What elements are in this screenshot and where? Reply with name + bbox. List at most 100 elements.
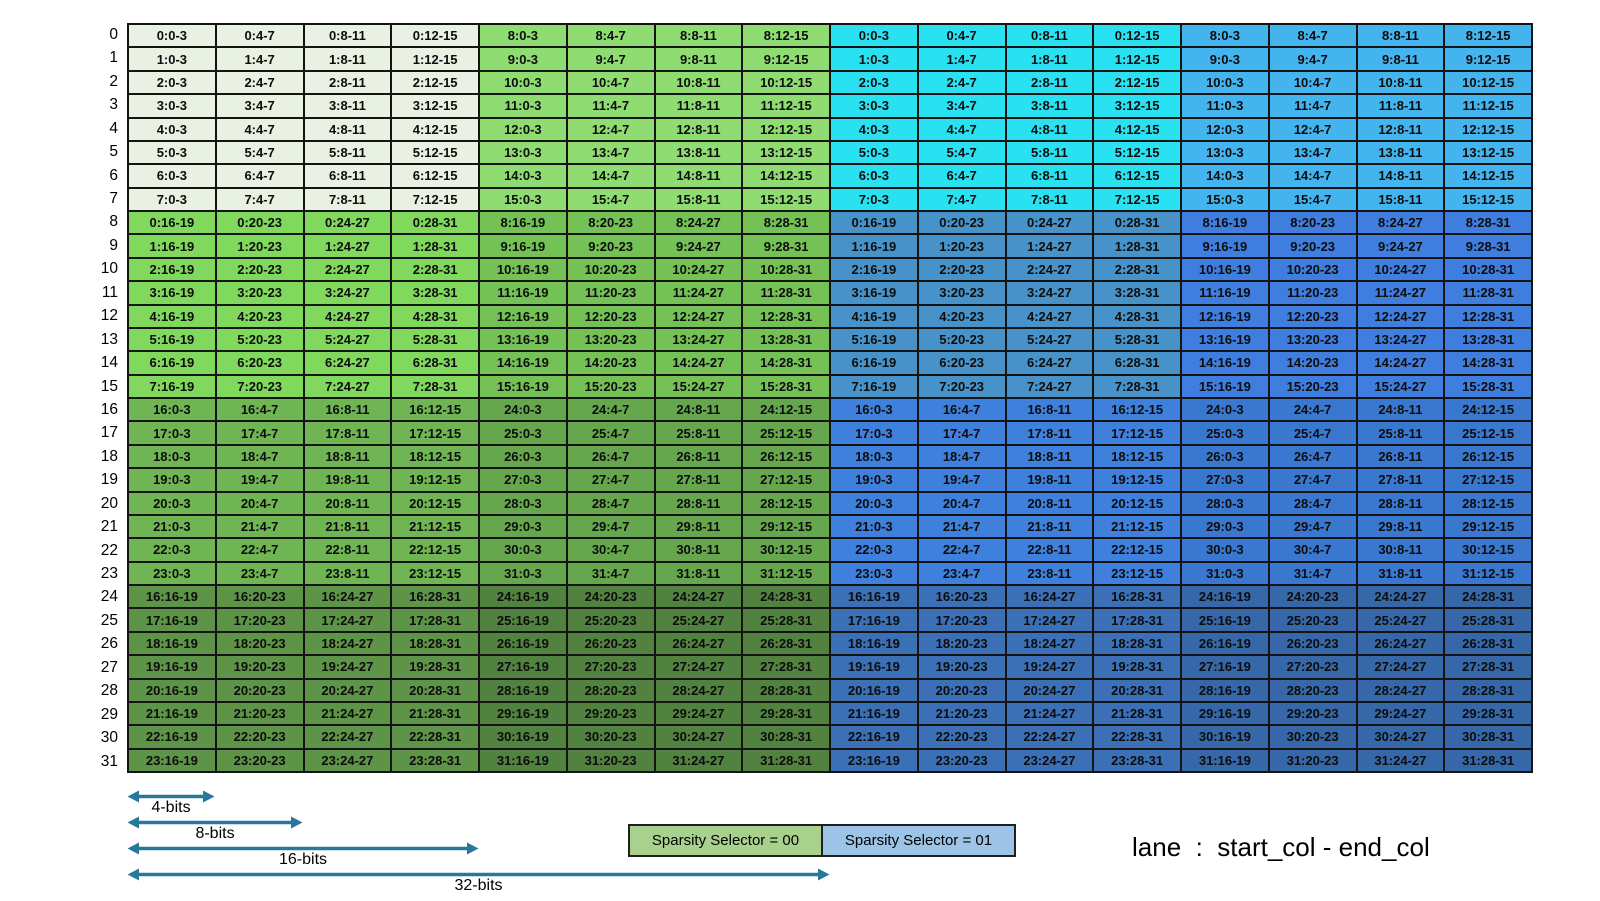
grid-cell: 9:20-23	[567, 235, 654, 257]
grid-cell: 1:0-3	[831, 48, 917, 70]
grid-cell: 25:24-27	[1357, 609, 1444, 631]
grid-cell: 16:4-7	[216, 399, 303, 421]
grid-cell: 8:16-19	[1182, 212, 1268, 234]
grid-cell: 20:24-27	[304, 679, 391, 701]
grid-cell: 20:12-15	[1094, 492, 1180, 514]
grid-cell: 15:8-11	[1357, 188, 1444, 210]
grid-cell: 26:16-19	[1182, 632, 1268, 655]
grid-cell: 10:20-23	[567, 258, 654, 281]
grid-cell: 15:4-7	[567, 188, 654, 210]
grid-cell: 8:24-27	[655, 212, 742, 234]
grid-cell: 25:20-23	[567, 609, 654, 631]
grid-cell: 26:20-23	[567, 632, 654, 655]
grid-cell: 11:16-19	[1182, 282, 1268, 304]
grid-cell: 27:8-11	[655, 469, 742, 491]
grid-cell: 17:0-3	[129, 422, 215, 444]
grid-cell: 9:0-3	[480, 48, 566, 70]
grid-cell: 14:28-31	[1445, 352, 1531, 374]
grid-cell: 4:0-3	[129, 118, 215, 140]
grid-cell: 28:20-23	[1269, 679, 1356, 701]
grid-cell: 14:20-23	[1269, 352, 1356, 374]
bit-width-arrow-8-bits: 8-bits	[127, 815, 303, 849]
grid-cell: 27:0-3	[480, 469, 566, 491]
grid-cell: 25:12-15	[743, 422, 829, 444]
grid-cell: 23:24-27	[304, 749, 391, 771]
grid-cell: 26:24-27	[655, 632, 742, 655]
grid-cell: 8:12-15	[1445, 25, 1531, 47]
grid-cell: 15:24-27	[655, 375, 742, 397]
grid-cell: 3:4-7	[216, 95, 303, 117]
grid-cell: 14:12-15	[743, 165, 829, 187]
grid-cell: 18:28-31	[1094, 632, 1180, 655]
grid-cell: 5:16-19	[831, 328, 917, 351]
grid-cell: 4:4-7	[216, 118, 303, 140]
grid-cell: 24:16-19	[1182, 586, 1268, 608]
grid-cell: 12:8-11	[655, 118, 742, 140]
grid-cell: 20:8-11	[1006, 492, 1093, 514]
grid-cell: 20:12-15	[392, 492, 478, 514]
grid-cell: 4:20-23	[918, 305, 1005, 327]
grid-cell: 27:8-11	[1357, 469, 1444, 491]
grid-cell: 28:24-27	[655, 679, 742, 701]
grid-cell: 7:12-15	[392, 188, 478, 210]
grid-cell: 27:12-15	[1445, 469, 1531, 491]
grid-cell: 24:0-3	[1182, 399, 1268, 421]
grid-cell: 6:12-15	[392, 165, 478, 187]
grid-cell: 21:8-11	[304, 515, 391, 538]
grid-cell: 1:28-31	[1094, 235, 1180, 257]
row-number: 29	[100, 705, 118, 723]
grid-cell: 12:0-3	[480, 118, 566, 140]
grid-cell: 4:28-31	[392, 305, 478, 327]
grid-cell: 27:28-31	[1445, 656, 1531, 678]
grid-cell: 14:16-19	[1182, 352, 1268, 374]
grid-cell: 18:0-3	[129, 445, 215, 468]
grid-cell: 6:12-15	[1094, 165, 1180, 187]
grid-cell: 31:4-7	[1269, 562, 1356, 584]
grid-cell: 4:16-19	[831, 305, 917, 327]
grid-cell: 16:12-15	[392, 399, 478, 421]
grid-cell: 16:16-19	[129, 586, 215, 608]
grid-cell: 5:28-31	[1094, 328, 1180, 351]
grid-cell: 22:28-31	[392, 726, 478, 748]
grid-cell: 6:4-7	[216, 165, 303, 187]
grid-cell: 12:4-7	[567, 118, 654, 140]
grid-cell: 23:4-7	[216, 562, 303, 584]
grid-cell: 23:28-31	[1094, 749, 1180, 771]
grid-cell: 5:28-31	[392, 328, 478, 351]
grid-cell: 20:0-3	[831, 492, 917, 514]
grid-cell: 10:12-15	[1445, 71, 1531, 94]
grid-cell: 12:16-19	[1182, 305, 1268, 327]
grid-cell: 4:12-15	[392, 118, 478, 140]
grid-cell: 24:4-7	[567, 399, 654, 421]
grid-cell: 13:4-7	[1269, 141, 1356, 164]
grid-cell: 12:4-7	[1269, 118, 1356, 140]
grid-cell: 6:24-27	[304, 352, 391, 374]
grid-cell: 18:4-7	[216, 445, 303, 468]
grid-cell: 4:16-19	[129, 305, 215, 327]
grid-cell: 13:16-19	[480, 328, 566, 351]
grid-cell: 24:12-15	[743, 399, 829, 421]
grid-cell: 29:24-27	[655, 702, 742, 725]
grid-cell: 30:20-23	[1269, 726, 1356, 748]
grid-cell: 31:16-19	[480, 749, 566, 771]
grid-cell: 5:0-3	[831, 141, 917, 164]
grid-cell: 28:24-27	[1357, 679, 1444, 701]
grid-cell: 17:28-31	[1094, 609, 1180, 631]
grid-cell: 10:4-7	[567, 71, 654, 94]
grid-cell: 8:4-7	[1269, 25, 1356, 47]
grid-cell: 21:24-27	[1006, 702, 1093, 725]
grid-cell: 4:0-3	[831, 118, 917, 140]
grid-cell: 1:0-3	[129, 48, 215, 70]
grid-cell: 25:0-3	[480, 422, 566, 444]
grid-cell: 25:8-11	[1357, 422, 1444, 444]
grid-cell: 11:16-19	[480, 282, 566, 304]
grid-cell: 31:28-31	[1445, 749, 1531, 771]
grid-cell: 13:8-11	[655, 141, 742, 164]
grid-cell: 30:12-15	[1445, 539, 1531, 561]
grid-cell: 5:12-15	[392, 141, 478, 164]
grid-cell: 14:12-15	[1445, 165, 1531, 187]
grid-cell: 4:12-15	[1094, 118, 1180, 140]
grid-cell: 0:20-23	[216, 212, 303, 234]
row-number: 22	[100, 541, 118, 559]
grid-cell: 13:12-15	[1445, 141, 1531, 164]
